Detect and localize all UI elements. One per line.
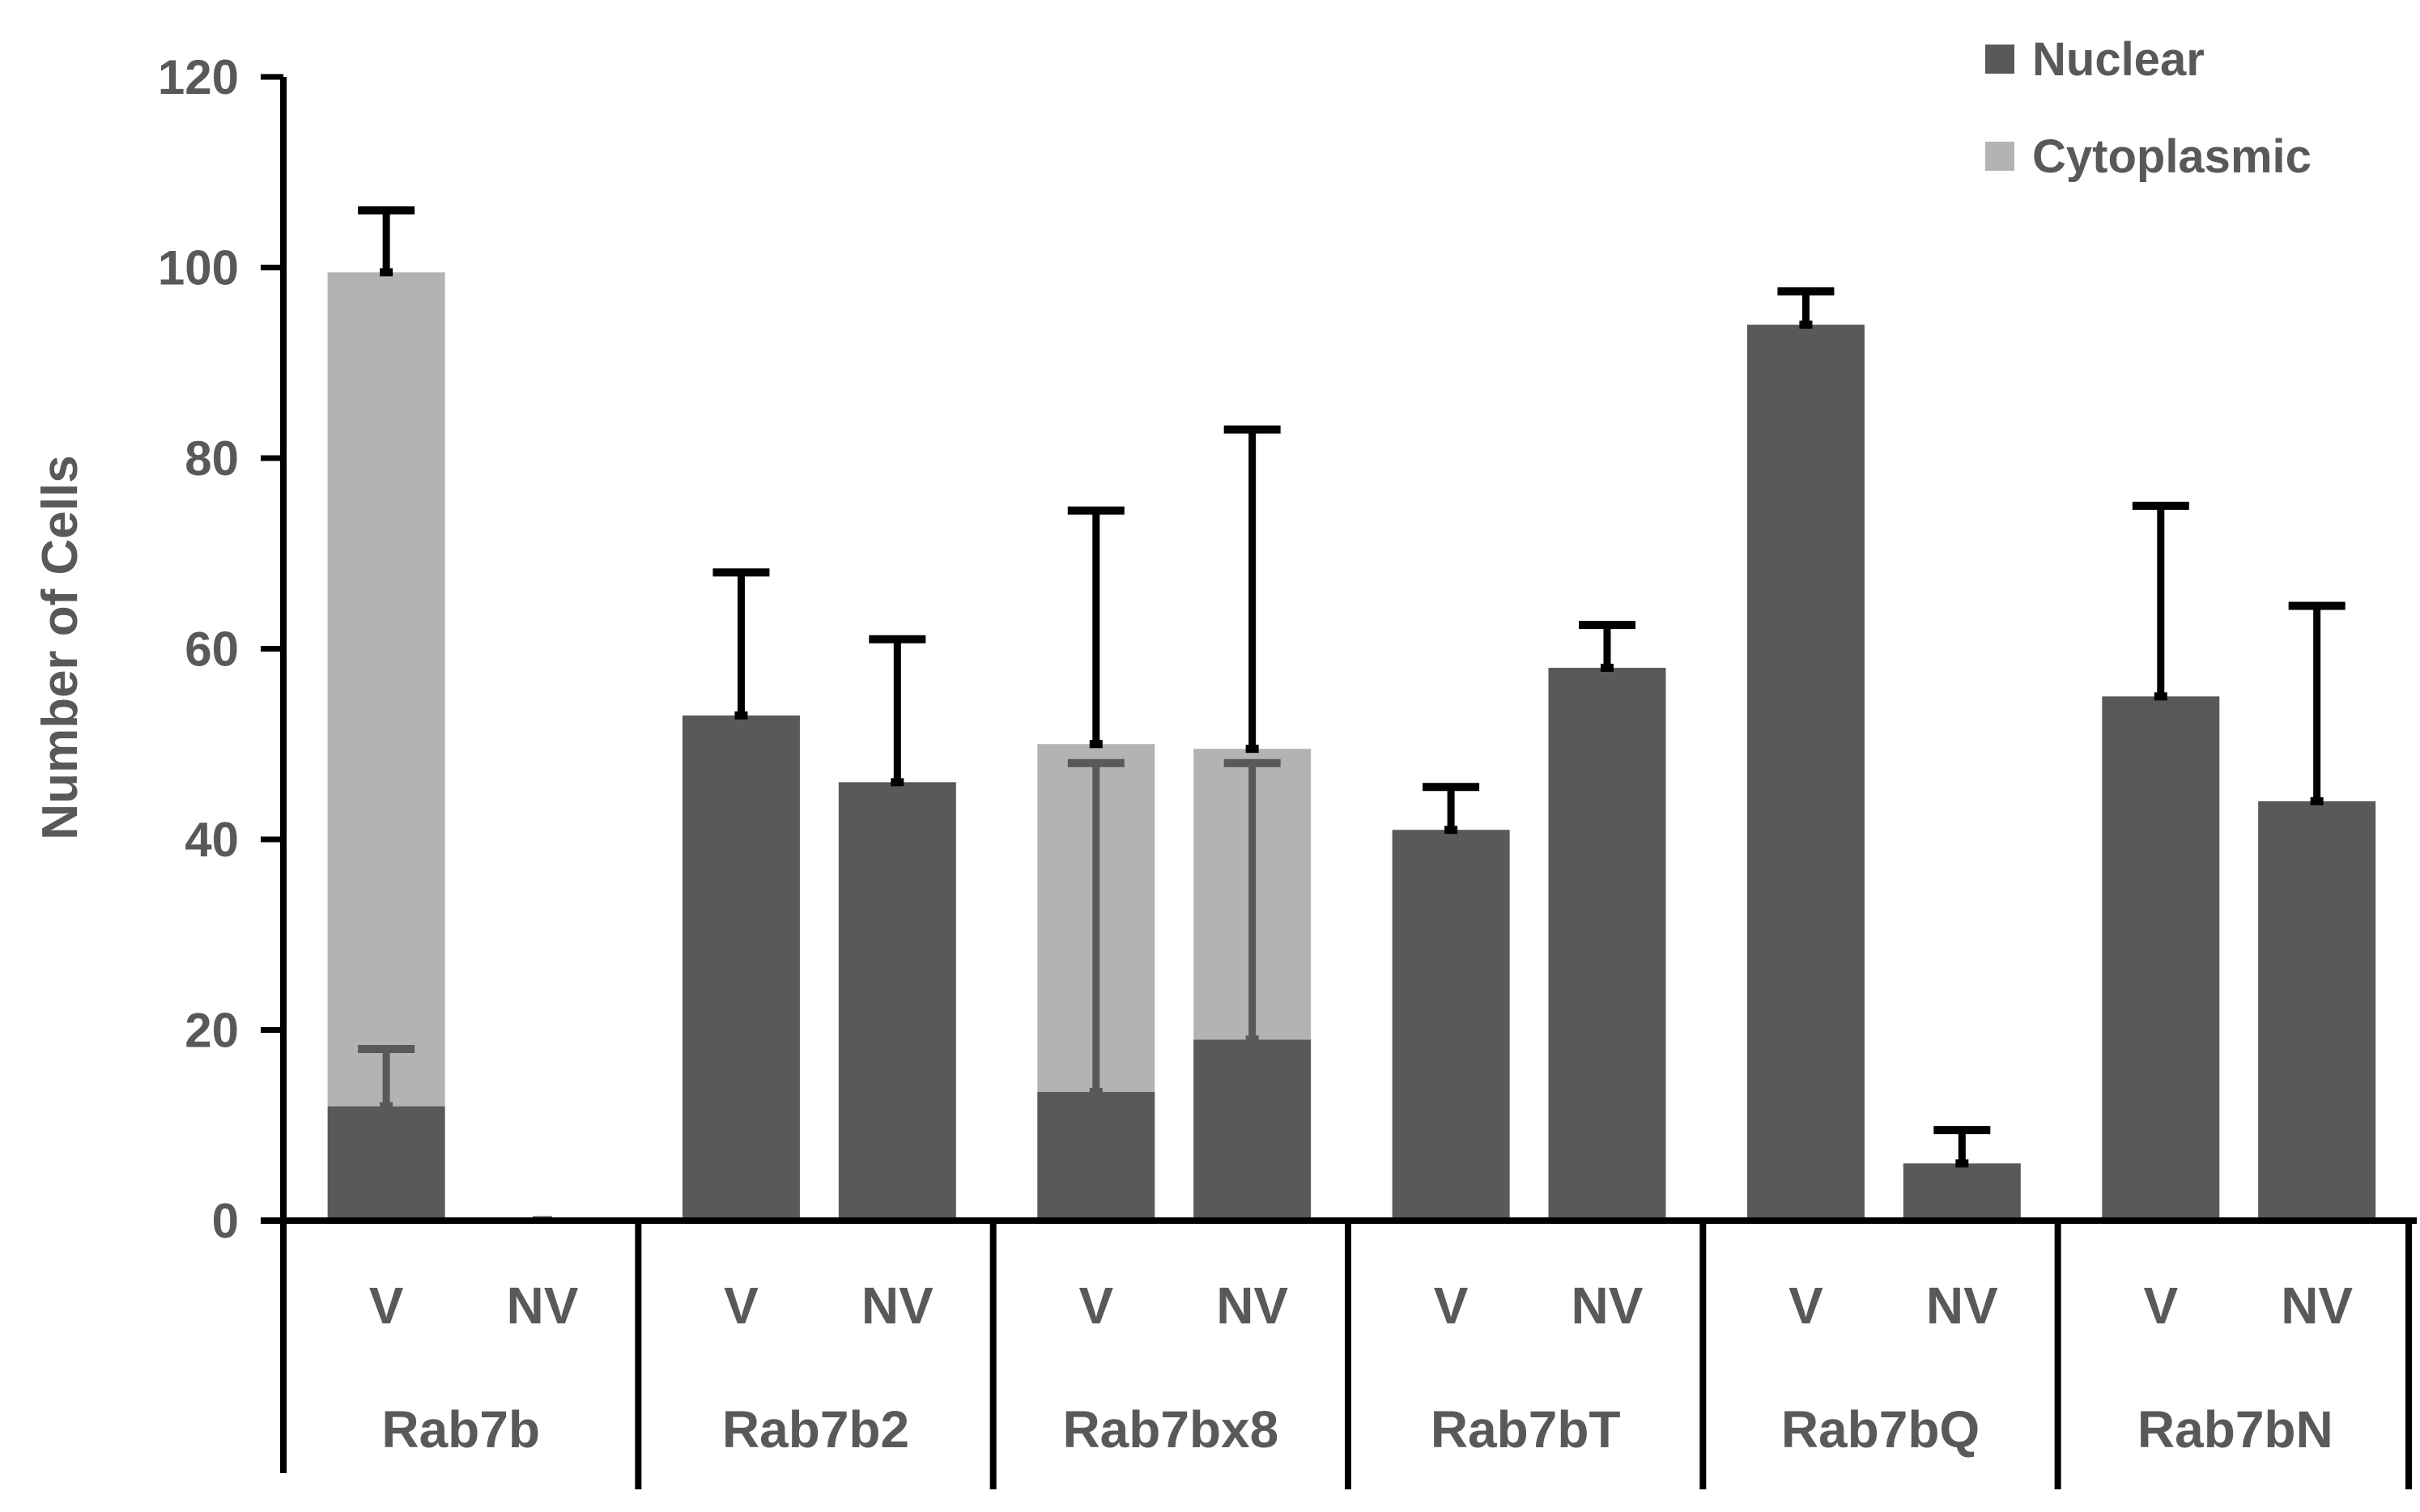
bar-nuclear: [682, 715, 800, 1221]
group-label: Rab7bN: [2137, 1400, 2333, 1459]
bar-nuclear: [2102, 696, 2220, 1221]
y-tick-label: 60: [185, 622, 239, 677]
group-label: Rab7b2: [722, 1400, 909, 1459]
x-axis-labels: V NV V NV V NV V NV V NV V NV Rab7b Rab7b2 Rab7bx8 Rab7…: [369, 1276, 2354, 1459]
bar-nuclear: [2258, 801, 2376, 1221]
subcategory-label: V: [1434, 1276, 1469, 1335]
legend-label-cytoplasmic: Cytoplasmic: [2032, 130, 2312, 183]
y-tick-label: 100: [158, 241, 239, 295]
y-tick-label: 80: [185, 431, 239, 486]
subcategory-label: NV: [861, 1276, 934, 1335]
legend: Nuclear Cytoplasmic: [1985, 33, 2312, 183]
legend-label-nuclear: Nuclear: [2032, 33, 2205, 86]
bar-nuclear: [1193, 1039, 1312, 1221]
bar-nuclear: [327, 1106, 445, 1221]
legend-swatch-nuclear: [1985, 45, 2014, 74]
subcategory-label: NV: [1216, 1276, 1288, 1335]
bars: [327, 272, 2376, 1221]
y-axis-title: Number of Cells: [32, 455, 88, 839]
legend-swatch-cytoplasmic: [1985, 142, 2014, 171]
bar-nuclear: [1037, 1092, 1155, 1221]
y-tick-label: 0: [212, 1194, 239, 1248]
group-label: Rab7bT: [1431, 1400, 1621, 1459]
subcategory-label: V: [2143, 1276, 2178, 1335]
bar-nuclear: [1903, 1163, 2021, 1221]
subcategory-label: V: [369, 1276, 404, 1335]
subcategory-label: NV: [507, 1276, 579, 1335]
subcategory-label: V: [1078, 1276, 1113, 1335]
bar-nuclear: [838, 782, 956, 1221]
axes: [261, 77, 2417, 1489]
error-bars: [358, 206, 2346, 1221]
group-label: Rab7b: [381, 1400, 540, 1459]
y-tick-label: 40: [185, 813, 239, 867]
y-tick-label: 20: [185, 1004, 239, 1058]
group-label: Rab7bQ: [1781, 1400, 1980, 1459]
subcategory-label: V: [724, 1276, 759, 1335]
subcategory-label: NV: [2281, 1276, 2353, 1335]
bar-nuclear: [1548, 668, 1666, 1221]
bar-cytoplasmic: [327, 272, 445, 1106]
subcategory-label: V: [1788, 1276, 1823, 1335]
y-tick-label: 120: [158, 50, 239, 104]
bar-nuclear: [1392, 830, 1510, 1221]
subcategory-label: NV: [1926, 1276, 1998, 1335]
y-axis-ticks: 0 20 40 60 80 100 120: [158, 50, 283, 1248]
group-label: Rab7bx8: [1062, 1400, 1278, 1459]
bar-nuclear: [1746, 325, 1865, 1221]
subcategory-label: NV: [1572, 1276, 1644, 1335]
